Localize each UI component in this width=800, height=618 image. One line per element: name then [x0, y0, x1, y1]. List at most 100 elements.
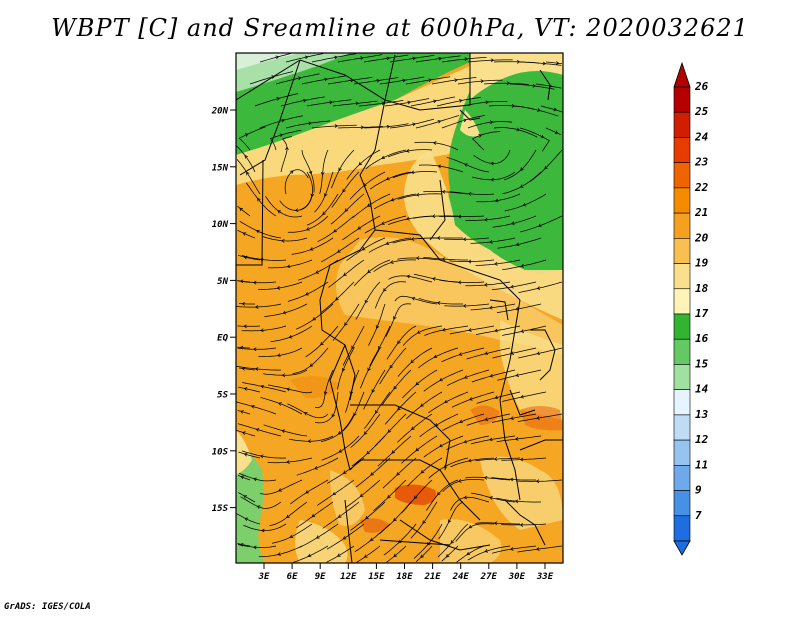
- streamline: [264, 303, 308, 317]
- streamline: [287, 215, 329, 233]
- streamline-arrow: [239, 207, 243, 212]
- streamline-arrow: [516, 59, 521, 64]
- streamline: [540, 105, 563, 113]
- streamline: [442, 479, 485, 492]
- streamline: [501, 457, 547, 461]
- streamline-arrow: [329, 100, 334, 105]
- lon-label: 27E: [480, 572, 498, 582]
- latitude-axis: 20N 15N 10N 5N EQ 5S 10S 15S: [211, 107, 236, 514]
- streamline: [322, 501, 360, 529]
- streamline: [238, 126, 266, 151]
- streamline: [517, 413, 563, 422]
- streamline: [353, 77, 399, 85]
- streamline: [504, 193, 547, 212]
- streamlines: [236, 53, 563, 563]
- streamline-arrow: [463, 495, 467, 500]
- streamline: [466, 413, 511, 426]
- streamline-arrow: [369, 537, 374, 542]
- streamline-arrow: [385, 241, 390, 245]
- streamline-arrow: [338, 449, 343, 453]
- streamline-arrow: [343, 272, 347, 277]
- streamline-arrow: [467, 259, 472, 264]
- streamline-arrow: [463, 118, 467, 123]
- streamline-arrow: [361, 246, 366, 251]
- colorbar-label: 21: [694, 206, 708, 219]
- streamline-arrow: [305, 291, 309, 296]
- streamline-arrow: [363, 554, 368, 558]
- colorbar-swatch: [673, 414, 691, 441]
- streamline: [258, 545, 303, 558]
- streamline-arrow: [411, 426, 415, 430]
- streamline-arrow: [402, 78, 407, 83]
- streamline-arrow: [433, 354, 438, 358]
- map-frame: [235, 52, 564, 564]
- streamline-arrow: [484, 351, 489, 356]
- lat-label: 10N: [212, 220, 229, 230]
- colorbar-label: 18: [695, 282, 709, 295]
- streamline: [269, 501, 308, 526]
- streamline: [442, 413, 485, 431]
- streamline-arrow: [433, 99, 437, 104]
- streamline-arrow: [420, 554, 424, 559]
- streamline: [285, 120, 331, 129]
- streamline-arrow: [535, 547, 540, 551]
- streamline: [320, 413, 355, 442]
- streamline: [237, 229, 256, 239]
- streamline: [470, 303, 516, 311]
- streamline-arrow: [381, 155, 385, 159]
- colorbar-label: 14: [695, 383, 709, 396]
- streamline-arrow: [341, 367, 346, 372]
- streamline: [237, 474, 251, 481]
- streamline-arrow: [360, 125, 365, 130]
- lon-label: 33E: [536, 572, 554, 582]
- streamline: [314, 171, 334, 213]
- streamline-arrow: [397, 340, 401, 345]
- streamline: [236, 513, 261, 525]
- streamline: [471, 369, 516, 383]
- streamline-arrow: [454, 78, 459, 82]
- streamline: [406, 391, 443, 420]
- streamline-arrow: [349, 391, 354, 395]
- streamline-arrow: [494, 395, 499, 400]
- streamline: [467, 121, 513, 129]
- streamline-arrow: [243, 387, 248, 391]
- streamline: [311, 53, 357, 63]
- streamline: [418, 347, 459, 369]
- streamline-arrow: [412, 122, 417, 127]
- streamline-arrow: [520, 263, 525, 268]
- streamline-arrow: [468, 525, 473, 529]
- lat-label: 5N: [217, 277, 228, 287]
- streamline: [287, 403, 329, 419]
- streamline-arrow: [320, 171, 325, 176]
- streamline: [237, 543, 251, 547]
- lon-label: 12E: [340, 572, 357, 582]
- colorbar-label: 11: [695, 458, 708, 471]
- colorbar-swatch: [673, 439, 691, 466]
- streamline: [415, 55, 461, 63]
- streamline: [263, 424, 308, 437]
- streamline: [397, 347, 433, 377]
- streamline: [402, 325, 443, 346]
- streamline: [289, 435, 334, 442]
- streamline: [236, 145, 256, 173]
- colorbar-swatch: [673, 187, 691, 214]
- streamline: [418, 298, 463, 305]
- streamline-arrow: [297, 76, 302, 81]
- streamline-arrow: [537, 223, 542, 228]
- streamline-arrow: [467, 191, 472, 196]
- streamline-arrow: [290, 170, 294, 174]
- streamline: [311, 124, 357, 129]
- streamline: [441, 347, 485, 363]
- lon-label: 30E: [508, 572, 526, 582]
- streamline-arrow: [441, 257, 446, 262]
- streamline: [475, 259, 521, 266]
- streamline-arrow: [309, 363, 314, 367]
- streamline: [410, 501, 438, 539]
- streamline-arrow: [252, 347, 257, 352]
- streamline-arrow: [337, 431, 342, 435]
- streamline: [450, 496, 490, 511]
- streamline: [350, 501, 386, 531]
- streamline: [320, 237, 360, 263]
- streamline-arrow: [338, 167, 342, 172]
- streamline-arrow: [260, 384, 265, 389]
